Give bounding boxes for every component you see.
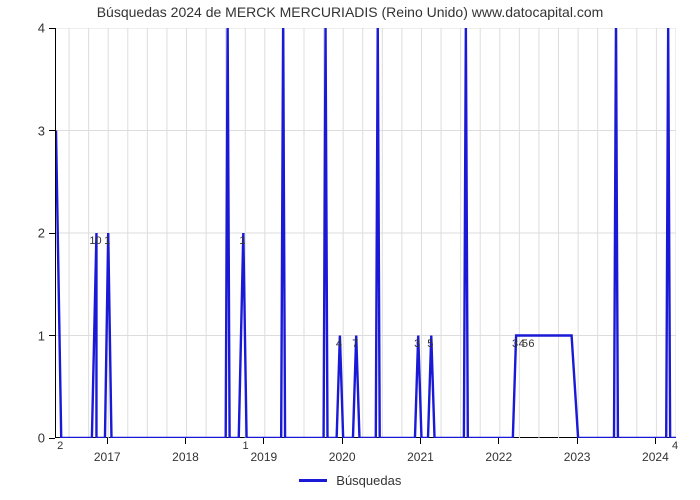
y-tick-mark — [49, 335, 55, 336]
chart-title: Búsquedas 2024 de MERCK MERCURIADIS (Rei… — [0, 4, 700, 20]
x-tick-mark — [655, 438, 656, 444]
x-tick-mark — [420, 438, 421, 444]
data-point-label: 3 — [414, 339, 420, 350]
data-point-label: 7 — [352, 339, 358, 350]
y-tick-label: 2 — [38, 226, 45, 241]
data-point-label: 4 — [672, 441, 678, 452]
x-year-label: 2022 — [485, 450, 512, 464]
y-tick-label: 0 — [38, 431, 45, 446]
y-tick-label: 1 — [38, 328, 45, 343]
x-year-label: 2024 — [642, 450, 669, 464]
plot-area — [55, 28, 675, 438]
legend-swatch — [299, 479, 327, 482]
data-point-label: 2 — [57, 441, 63, 452]
legend: Búsquedas — [0, 472, 700, 488]
x-tick-mark — [577, 438, 578, 444]
data-point-label: 1 — [104, 236, 110, 247]
x-tick-mark — [107, 438, 108, 444]
x-year-label: 2019 — [250, 450, 277, 464]
data-point-label: 6 — [528, 339, 534, 350]
x-year-label: 2021 — [407, 450, 434, 464]
x-tick-mark — [498, 438, 499, 444]
data-point-label: 10 — [89, 236, 101, 247]
data-point-label: 1 — [239, 236, 245, 247]
y-tick-label: 3 — [38, 123, 45, 138]
data-point-label: 1 — [243, 441, 249, 452]
x-tick-mark — [185, 438, 186, 444]
y-tick-mark — [49, 28, 55, 29]
y-tick-mark — [49, 438, 55, 439]
line-chart: Búsquedas 2024 de MERCK MERCURIADIS (Rei… — [0, 0, 700, 500]
legend-label: Búsquedas — [336, 473, 401, 488]
x-year-label: 2017 — [94, 450, 121, 464]
data-point-label: 5 — [522, 339, 528, 350]
data-point-label: 5 — [427, 339, 433, 350]
x-tick-mark — [342, 438, 343, 444]
y-tick-mark — [49, 130, 55, 131]
x-year-label: 2020 — [329, 450, 356, 464]
x-tick-mark — [263, 438, 264, 444]
data-point-label: 3 — [512, 339, 518, 350]
data-line — [56, 28, 676, 438]
data-point-label: 4 — [336, 339, 342, 350]
x-year-label: 2023 — [564, 450, 591, 464]
x-year-label: 2018 — [172, 450, 199, 464]
y-tick-label: 4 — [38, 21, 45, 36]
y-tick-mark — [49, 233, 55, 234]
